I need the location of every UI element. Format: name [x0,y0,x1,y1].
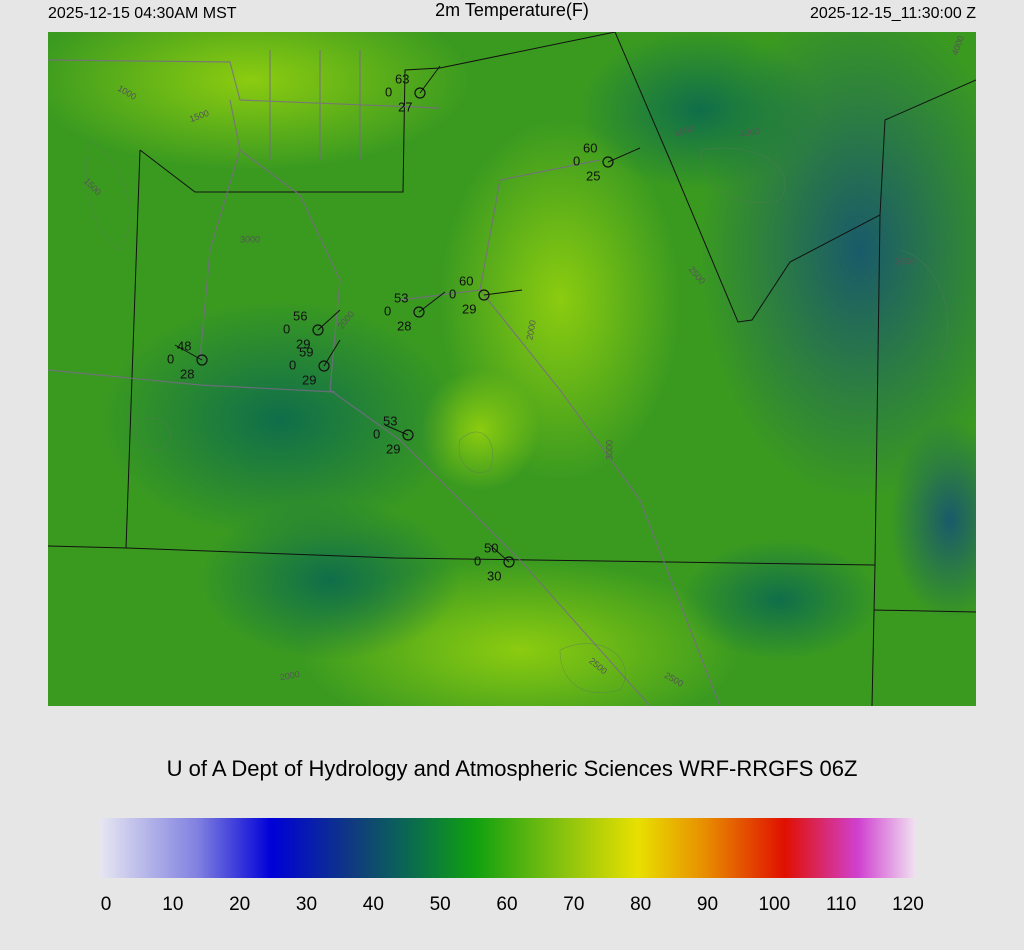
station-temperature: 60 [459,273,473,288]
colorbar-tick-label: 60 [496,894,517,915]
colorbar [100,818,915,878]
station-dewpoint: 29 [386,441,400,456]
contour-label: 2000 [279,669,300,682]
wind-barb [483,289,523,296]
wind-barb [607,147,641,163]
colorbar-tick-label: 110 [826,894,856,915]
station-temperature: 53 [383,413,397,428]
station-code: 0 [373,426,380,441]
station-code: 0 [474,553,481,568]
station-marker [503,556,515,568]
station-marker [318,360,330,372]
station-code: 0 [384,303,391,318]
station-marker [413,306,425,318]
wind-barb [384,424,409,436]
station-marker [602,156,614,168]
station-dewpoint: 29 [302,372,316,387]
colorbar-tick-label: 120 [892,894,924,915]
valid-time-utc: 2025-12-15_11:30:00 Z [810,5,976,22]
station-temperature: 53 [394,290,408,305]
colorbar-tick-label: 80 [630,894,651,915]
colorbar-tick-label: 100 [758,894,790,915]
station-code: 0 [289,357,296,372]
station-marker [402,429,414,441]
station-dewpoint: 29 [462,301,476,316]
station-dewpoint: 28 [180,366,194,381]
footer-credit: U of A Dept of Hydrology and Atmospheric… [167,756,858,781]
colorbar-tick-label: 40 [363,894,384,915]
station-dewpoint: 25 [586,168,600,183]
colorbar-tick-label: 0 [101,894,112,915]
colorbar-tick-label: 50 [430,894,451,915]
colorbar-tick-label: 90 [697,894,718,915]
station-dewpoint: 29 [296,336,310,351]
station-temperature: 50 [484,540,498,555]
station-marker [196,354,208,366]
contour-label: 3000 [604,440,614,460]
station-code: 0 [283,321,290,336]
station-temperature: 56 [293,308,307,323]
contour-label: 4000 [739,126,760,139]
station-code: 0 [385,84,392,99]
station-temperature: 60 [583,140,597,155]
contour-label: 3000 [240,234,260,244]
station-dewpoint: 30 [487,568,501,583]
station-dewpoint: 28 [397,318,411,333]
colorbar-tick-label: 70 [563,894,584,915]
station-marker [312,324,324,336]
wind-barb [419,65,441,94]
station-code: 0 [167,351,174,366]
station-temperature: 48 [177,338,191,353]
station-temperature: 59 [299,344,313,359]
station-code: 0 [449,286,456,301]
colorbar-tick-label: 10 [162,894,183,915]
station-code: 0 [573,153,580,168]
station-marker [478,289,490,301]
station-marker [414,87,426,99]
colorbar-tick-label: 20 [229,894,250,915]
wind-barb [489,544,510,563]
station-temperature: 63 [395,71,409,86]
colorbar-tick-label: 30 [296,894,317,915]
station-dewpoint: 27 [398,99,412,114]
contour-label: 2000 [524,319,537,340]
valid-time-local: 2025-12-15 04:30AM MST [48,5,237,22]
map-title: 2m Temperature(F) [435,0,589,20]
contour-label: 3500 [895,256,915,266]
